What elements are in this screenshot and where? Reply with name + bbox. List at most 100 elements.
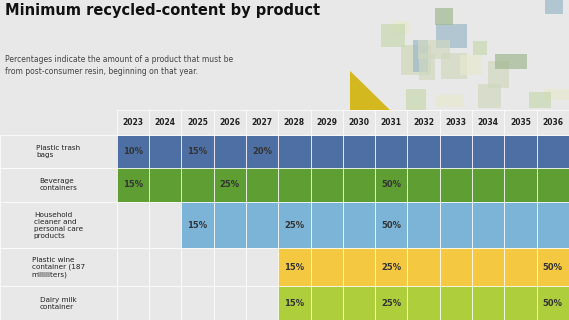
Bar [117,134,149,168]
Text: 2031: 2031 [381,118,402,127]
Bar [446,70,468,87]
Bar [311,248,343,286]
Text: 10%: 10% [123,147,143,156]
Text: 2026: 2026 [219,118,240,127]
Bar [311,286,343,320]
Bar [343,168,375,202]
Bar [0,286,117,320]
Text: Dairy milk
container: Dairy milk container [40,297,77,310]
Text: 15%: 15% [284,263,304,272]
Bar [149,248,182,286]
Bar [246,134,278,168]
Bar [278,286,311,320]
Bar [440,248,472,286]
Bar [407,286,440,320]
Bar [0,248,117,286]
Bar [213,134,246,168]
Text: 2027: 2027 [251,118,273,127]
Bar [375,248,407,286]
Bar [372,9,389,32]
Bar [343,286,375,320]
Bar [472,168,504,202]
Bar [537,134,569,168]
Bar [182,134,213,168]
Bar [149,134,182,168]
Bar [149,286,182,320]
Bar [278,202,311,248]
Text: 25%: 25% [381,263,401,272]
Bar [246,286,278,320]
Text: 2023: 2023 [122,118,143,127]
Bar [278,134,311,168]
Bar [480,21,497,43]
Text: 25%: 25% [220,180,240,189]
Bar [117,286,149,320]
Bar [407,248,440,286]
Bar [517,26,533,44]
Bar [515,25,531,51]
Text: 50%: 50% [543,299,563,308]
Bar [475,77,493,103]
Text: 2033: 2033 [446,118,467,127]
Bar [311,202,343,248]
Bar [440,286,472,320]
Bar [355,36,372,56]
Bar [472,248,504,286]
Bar [213,168,246,202]
Bar [504,134,537,168]
Bar [434,11,462,28]
Bar [0,202,117,248]
Bar [410,76,430,91]
Bar [278,168,311,202]
Bar [311,134,343,168]
Bar [246,168,278,202]
Bar [117,168,149,202]
Bar [343,248,375,286]
Bar [182,248,213,286]
Bar [375,286,407,320]
Text: Beverage
containers: Beverage containers [39,179,77,191]
Text: 15%: 15% [187,147,208,156]
Text: 15%: 15% [187,220,208,229]
Bar [407,168,440,202]
Bar [504,168,537,202]
Text: 15%: 15% [123,180,143,189]
Text: 2025: 2025 [187,118,208,127]
Bar [437,29,459,59]
Text: 2034: 2034 [478,118,498,127]
Text: Minimum recycled-content by product: Minimum recycled-content by product [5,3,320,18]
Bar [0,134,117,168]
Bar [375,168,407,202]
Text: 25%: 25% [381,299,401,308]
Bar [442,78,471,91]
Text: 50%: 50% [543,263,563,272]
Text: Plastic trash
bags: Plastic trash bags [36,145,80,158]
Bar [375,202,407,248]
Bar [182,168,213,202]
Bar [0,168,117,202]
Text: 2024: 2024 [155,118,176,127]
Bar [426,32,438,56]
Bar [407,202,440,248]
Text: 50%: 50% [381,220,401,229]
Text: Plastic wine
container (187
milliliters): Plastic wine container (187 milliliters) [32,257,85,278]
Text: Percentages indicate the amount of a product that must be
from post-consumer res: Percentages indicate the amount of a pro… [5,55,233,76]
Polygon shape [350,72,389,110]
Bar [407,134,440,168]
Bar [472,286,504,320]
Bar [537,168,569,202]
Bar [375,134,407,168]
Bar [393,0,407,22]
Bar [517,22,533,45]
Bar [447,79,473,100]
Bar [149,202,182,248]
Text: 50%: 50% [381,180,401,189]
Bar [213,202,246,248]
Bar [117,248,149,286]
Bar [491,39,518,62]
Bar [472,202,504,248]
Bar [546,31,569,48]
Text: 20%: 20% [252,147,272,156]
Bar [213,248,246,286]
Bar [537,286,569,320]
